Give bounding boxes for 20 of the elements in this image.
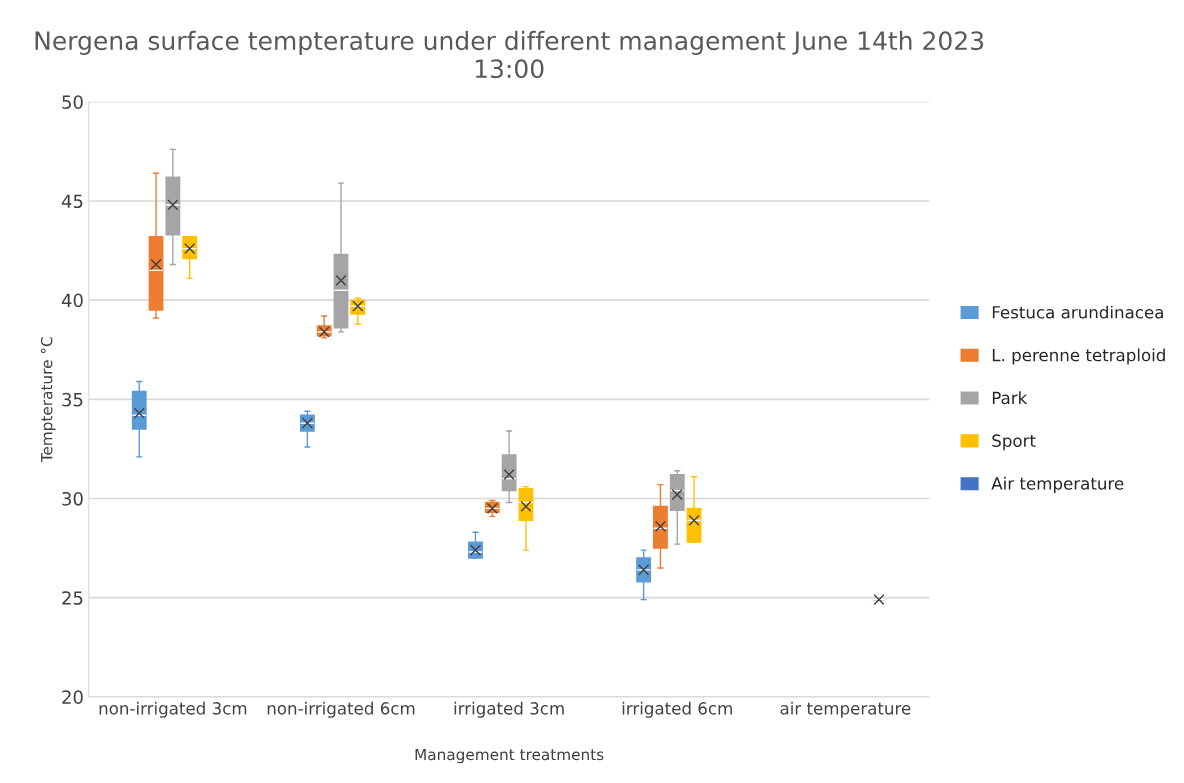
- y-tick-label: 40: [61, 293, 83, 308]
- y-tick-label: 45: [61, 194, 83, 209]
- x-tick-label: non-irrigated 3cm: [99, 701, 247, 718]
- y-axis-title: Tempterature °C: [40, 337, 56, 463]
- legend-label: Sport: [992, 434, 1036, 451]
- y-tick-label: 25: [62, 591, 83, 605]
- y-tick-label: 20: [62, 690, 83, 704]
- x-tick-label: irrigated 3cm: [454, 701, 564, 718]
- legend-label: Park: [992, 391, 1028, 405]
- y-tick-label: 50: [62, 95, 83, 109]
- legend-label: Festuca arundinacea: [992, 305, 1163, 319]
- legend-label: L. perenne tetraploid: [992, 348, 1165, 365]
- x-tick-label: irrigated 6cm: [622, 701, 732, 718]
- chart-title: Nergena surface tempterature under different management June 14th 2023 13:00: [35, 30, 984, 79]
- y-tick-label: 30: [62, 491, 83, 506]
- y-tick-label: 35: [62, 392, 83, 407]
- x-axis-title: Management treatments: [415, 748, 604, 764]
- x-tick-label: air temperature: [780, 701, 911, 718]
- x-tick-label: non-irrigated 6cm: [267, 701, 415, 718]
- legend-label: Air temperature: [991, 476, 1124, 493]
